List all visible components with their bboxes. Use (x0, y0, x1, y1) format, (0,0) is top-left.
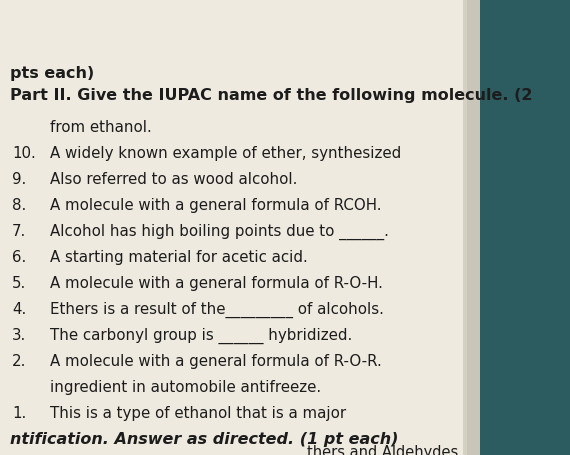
Text: 7.: 7. (12, 223, 26, 238)
Text: 2.: 2. (12, 353, 26, 368)
Text: pts each): pts each) (10, 66, 94, 81)
Text: The carbonyl group is ______ hybridized.: The carbonyl group is ______ hybridized. (50, 327, 352, 344)
Text: Part II. Give the IUPAC name of the following molecule. (2: Part II. Give the IUPAC name of the foll… (10, 88, 532, 103)
Text: A molecule with a general formula of R-O-H.: A molecule with a general formula of R-O… (50, 275, 383, 290)
Text: ntification. Answer as directed. (1 pt each): ntification. Answer as directed. (1 pt e… (10, 431, 398, 446)
Text: Ethers is a result of the_________ of alcohols.: Ethers is a result of the_________ of al… (50, 301, 384, 318)
Bar (480, 0, 570, 455)
Text: Alcohol has high boiling points due to ______.: Alcohol has high boiling points due to _… (50, 223, 389, 240)
Text: 4.: 4. (12, 301, 26, 316)
Text: thers and Aldehydes: thers and Aldehydes (307, 444, 458, 455)
Text: 6.: 6. (12, 249, 26, 264)
Text: This is a type of ethanol that is a major: This is a type of ethanol that is a majo… (50, 405, 346, 420)
Text: A molecule with a general formula of RCOH.: A molecule with a general formula of RCO… (50, 197, 381, 212)
Text: A starting material for acetic acid.: A starting material for acetic acid. (50, 249, 308, 264)
Text: A widely known example of ether, synthesized: A widely known example of ether, synthes… (50, 146, 401, 161)
Text: 1.: 1. (12, 405, 26, 420)
Text: 8.: 8. (12, 197, 26, 212)
Bar (463, 0, 467, 455)
Text: ingredient in automobile antifreeze.: ingredient in automobile antifreeze. (50, 379, 321, 394)
Bar (0, 0, 480, 455)
Bar (0, 0, 465, 455)
Text: from ethanol.: from ethanol. (50, 120, 152, 135)
Text: Also referred to as wood alcohol.: Also referred to as wood alcohol. (50, 172, 298, 187)
Text: 3.: 3. (12, 327, 26, 342)
Text: 5.: 5. (12, 275, 26, 290)
Text: 10.: 10. (12, 146, 36, 161)
Text: 9.: 9. (12, 172, 26, 187)
Text: A molecule with a general formula of R-O-R.: A molecule with a general formula of R-O… (50, 353, 382, 368)
